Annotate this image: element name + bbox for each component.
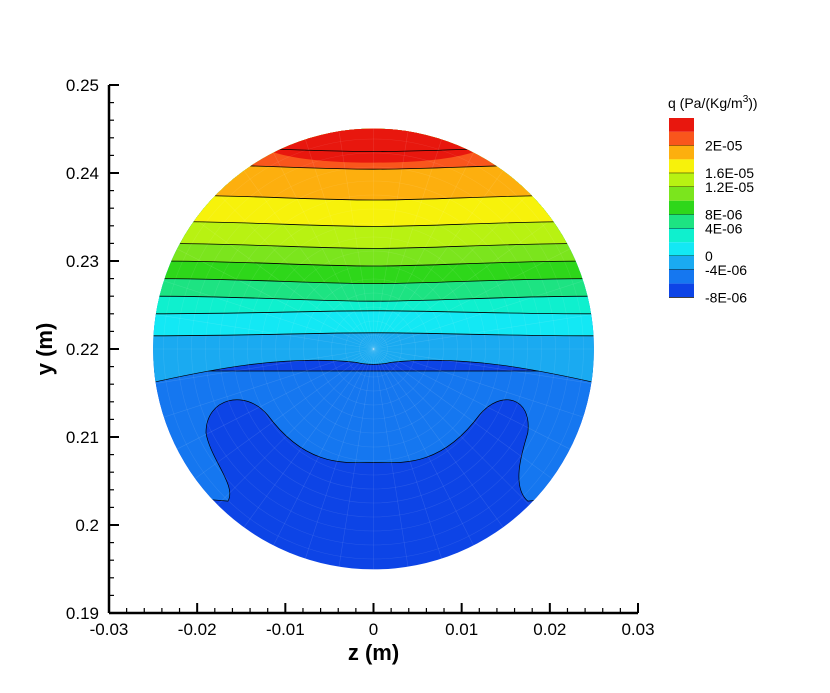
contour-line	[153, 332, 594, 337]
region-mid-blue	[153, 370, 594, 502]
contour-line	[153, 243, 594, 249]
legend-title: q (Pa/(Kg/m3))	[668, 94, 758, 111]
y-tick-label: 0.24	[66, 164, 99, 183]
legend-label: 1.6E-05	[705, 165, 754, 181]
contour-band	[153, 128, 594, 134]
x-tick-label: 0.02	[533, 620, 566, 639]
x-tick-label: -0.03	[90, 620, 129, 639]
axes: -0.03 -0.02 -0.01 0 0.01 0.02 0.03 0.19 0.2 0.21 0…	[32, 76, 655, 665]
x-tick-label: 0	[369, 620, 378, 639]
legend-swatch	[669, 269, 694, 284]
legend-swatch	[669, 187, 694, 201]
legend-swatch	[669, 118, 694, 132]
legend-label: 1.2E-05	[705, 179, 754, 195]
y-tick-label: 0.2	[75, 516, 99, 535]
legend-swatch	[669, 242, 694, 256]
legend-swatch	[669, 173, 694, 187]
legend-swatch	[669, 159, 694, 174]
y-tick-label: 0.21	[66, 428, 99, 447]
contour-line	[153, 194, 594, 201]
x-tick-label: -0.02	[178, 620, 217, 639]
y-tick-label: 0.19	[66, 604, 99, 623]
legend-swatch	[669, 131, 694, 146]
legend-label: 2E-05	[705, 138, 743, 154]
legend-swatch	[669, 283, 694, 298]
x-tick-label: 0.01	[445, 620, 478, 639]
x-tick-label: -0.01	[266, 620, 305, 639]
contour-line	[153, 295, 594, 302]
legend-label: -8E-06	[705, 289, 747, 305]
legend: q (Pa/(Kg/m3)) 2E-05 1.6E-051.2E-05 8E-064E…	[668, 94, 758, 305]
legend-label: -4E-06	[705, 262, 747, 278]
x-tick-label: 0.03	[621, 620, 654, 639]
contour-line	[153, 221, 594, 227]
legend-swatch	[669, 228, 694, 243]
legend-swatch	[669, 214, 694, 229]
contour-line	[153, 260, 594, 267]
mesh-grid	[153, 128, 594, 570]
y-tick-label: 0.22	[66, 340, 99, 359]
x-axis-title: z (m)	[348, 640, 399, 665]
legend-label: 8E-06	[705, 207, 743, 223]
y-tick-label: 0.25	[66, 76, 99, 95]
y-tick-label: 0.23	[66, 252, 99, 271]
legend-label: 0	[705, 248, 713, 264]
y-axis-title: y (m)	[32, 323, 57, 376]
contour-field	[153, 128, 594, 570]
legend-swatch	[669, 145, 694, 160]
legend-swatch	[669, 256, 694, 270]
legend-label: 4E-06	[705, 220, 743, 236]
contour-line	[153, 310, 594, 315]
legend-swatch	[669, 200, 694, 215]
contour-line	[153, 278, 594, 285]
